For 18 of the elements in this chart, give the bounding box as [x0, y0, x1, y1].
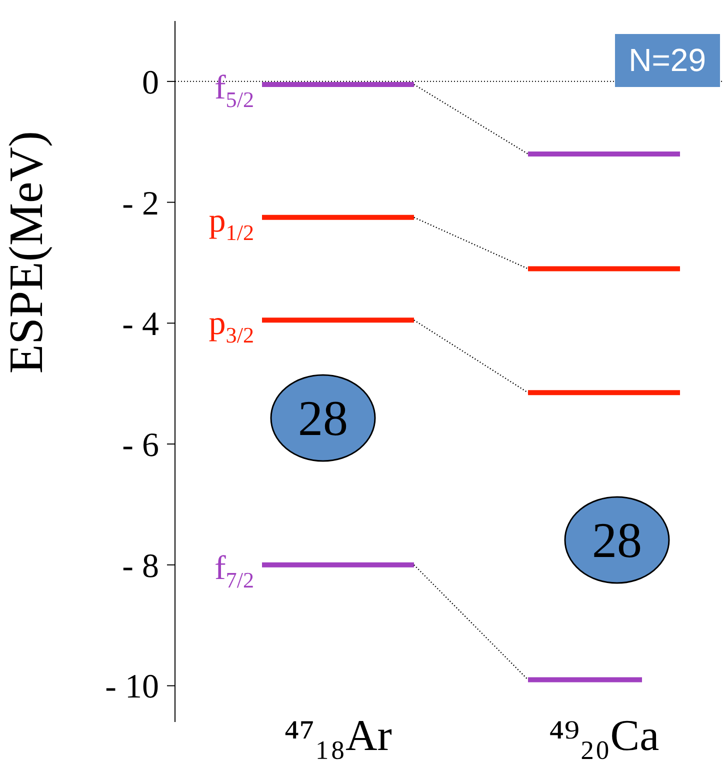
series-label: p$_{3/2}$ — [208, 305, 254, 348]
y-tick-label: - 4 — [122, 306, 159, 344]
ellipse: 28 — [563, 495, 671, 585]
y-tick-label: - 2 — [122, 185, 159, 222]
annotation: 28 — [592, 512, 642, 568]
y-tick-label: 0 — [142, 64, 159, 102]
y-axis-title: ESPE(MeV) — [0, 131, 53, 374]
series-label: p$_{1/2}$ — [208, 202, 254, 245]
y-tick-label: - 10 — [105, 668, 159, 706]
x-tick-label: ⁴⁷₁₈Ar — [284, 711, 392, 760]
series-label: f$_{7/2}$ — [214, 550, 254, 592]
y-tick-label: - 8 — [122, 548, 159, 585]
ellipse: 28 — [269, 373, 377, 463]
x-tick-label: ⁴⁹₂₀Ca — [548, 711, 660, 760]
annotation: 28 — [298, 390, 348, 446]
annotation: N=29 — [614, 34, 720, 87]
y-tick-label: - 6 — [122, 427, 159, 464]
series-label: f$_{5/2}$ — [214, 69, 254, 112]
